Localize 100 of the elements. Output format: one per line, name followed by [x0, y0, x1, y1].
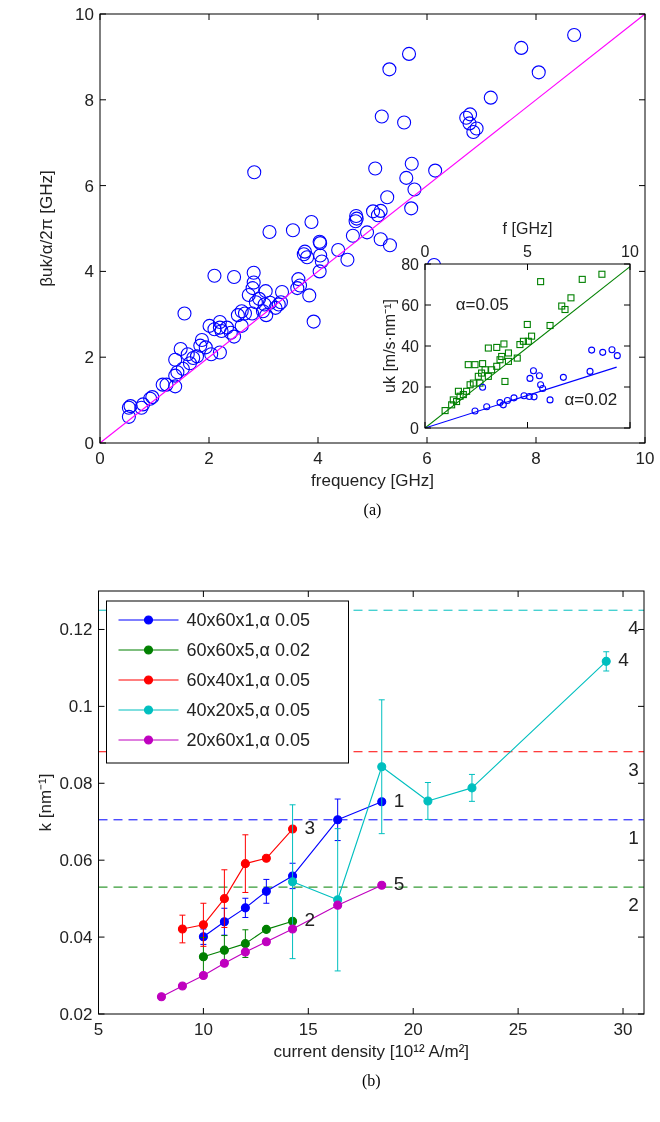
point [479, 360, 487, 368]
point [240, 903, 250, 913]
point [510, 394, 518, 402]
y-tick-label: 4 [84, 262, 94, 282]
y-tick-label: 0.08 [59, 774, 93, 794]
point [513, 354, 521, 362]
point [530, 393, 538, 401]
point [177, 924, 187, 934]
y-tick-label: 6 [84, 176, 94, 196]
point [558, 302, 566, 310]
point [240, 939, 250, 949]
y-tick-label: 0.04 [59, 928, 93, 948]
annotation: 4 [628, 617, 640, 639]
point [529, 367, 537, 375]
point [503, 396, 511, 405]
y-tick-label: 0.1 [68, 697, 93, 717]
point [454, 387, 462, 395]
point [441, 407, 449, 415]
point [537, 278, 545, 286]
point [523, 320, 531, 329]
y-tick-label: 10 [75, 5, 94, 24]
x-tick-label: 2 [204, 449, 214, 468]
annotation: 4 [618, 649, 630, 671]
text: (b) [361, 1072, 381, 1090]
point [524, 337, 532, 345]
point [496, 356, 504, 364]
y-tick-label: 60 [401, 297, 420, 314]
text: (a) [363, 501, 382, 519]
annotation: 1 [393, 789, 405, 811]
point [567, 294, 575, 302]
point [177, 981, 187, 991]
point [520, 392, 528, 400]
point [464, 361, 472, 369]
point [484, 372, 492, 380]
legend-label: 40x20x5,α 0.05 [186, 700, 310, 720]
y-axis-title: k [nm⁻¹] [35, 773, 55, 832]
point [578, 275, 586, 283]
x-tick-label: 25 [508, 1020, 528, 1039]
point [377, 762, 387, 772]
y-tick-label: 20 [401, 379, 420, 396]
point [599, 348, 607, 356]
annotation: 5 [393, 873, 405, 895]
point [504, 357, 512, 365]
point [471, 407, 479, 415]
x-axis-title: f [GHz] [502, 220, 553, 237]
point [456, 392, 464, 400]
point [546, 396, 554, 404]
point [471, 361, 479, 369]
point [261, 886, 271, 896]
point [598, 270, 606, 278]
point [525, 392, 533, 400]
point [469, 379, 477, 387]
point [526, 374, 534, 382]
point [493, 343, 501, 351]
point [516, 341, 524, 349]
point [535, 372, 543, 380]
x-axis-title: frequency [GHz] [311, 471, 434, 490]
point [546, 321, 554, 330]
point [484, 344, 492, 352]
y-tick-label: 2 [84, 348, 94, 368]
x-tick-label: 6 [422, 449, 432, 468]
y-tick-label: 0 [410, 420, 420, 437]
point [261, 853, 271, 863]
point [481, 366, 489, 374]
point [261, 924, 271, 934]
y-tick-label: 0.12 [59, 620, 93, 640]
point [156, 992, 166, 1002]
point [449, 396, 457, 404]
x-tick-label: 10 [193, 1020, 213, 1039]
point [588, 346, 596, 354]
point [488, 366, 496, 374]
point [448, 401, 456, 409]
point [240, 859, 250, 869]
point [504, 349, 512, 357]
legend-label: 60x40x1,α 0.05 [186, 670, 310, 690]
y-tick-label: 80 [401, 256, 420, 273]
x-tick-label: 10 [635, 449, 655, 468]
x-tick-label: 5 [523, 243, 533, 260]
y-tick-label: 8 [84, 90, 94, 110]
point [453, 398, 461, 406]
point [561, 305, 569, 314]
annotation: 2 [628, 894, 639, 916]
series-label: α=0.02 [564, 390, 618, 410]
annotation: 3 [628, 758, 639, 780]
point [459, 391, 467, 399]
point [501, 377, 509, 386]
y-axis-title: uk [m/s·nm⁻¹] [381, 299, 398, 393]
point [198, 971, 208, 981]
series-label: α=0.05 [455, 294, 509, 314]
legend-label: 40x60x1,α 0.05 [186, 610, 310, 630]
point [537, 381, 545, 389]
point [463, 387, 471, 395]
x-tick-label: 4 [313, 449, 323, 468]
point [478, 369, 486, 377]
point [498, 352, 506, 361]
point [519, 337, 527, 345]
point [528, 332, 536, 340]
y-tick-label: 0 [84, 434, 94, 453]
point [219, 945, 229, 955]
x-tick-label: 30 [613, 1020, 633, 1039]
